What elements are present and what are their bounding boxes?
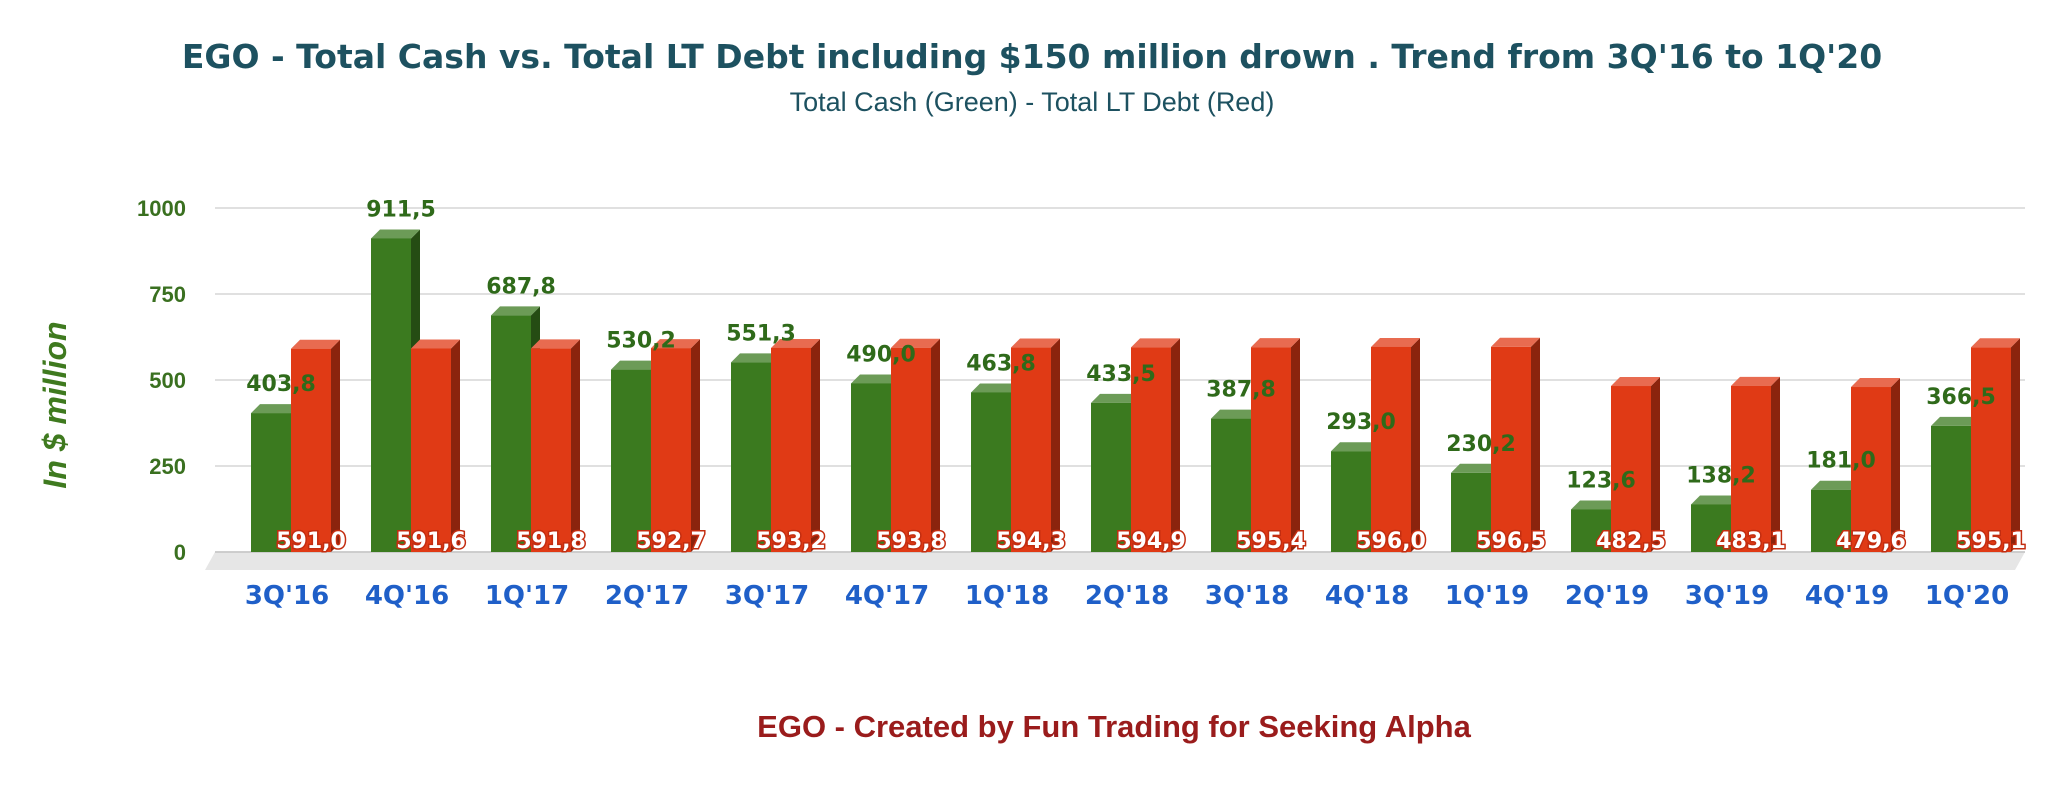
x-tick-label: 2Q'19 [1565, 581, 1649, 611]
chart-floor [205, 551, 2025, 570]
x-tick-label: 1Q'17 [485, 581, 569, 611]
x-tick-label: 3Q'16 [245, 581, 329, 611]
debt-value-label: 483,1 [1716, 529, 1786, 554]
cash-value-label: 181,0 [1806, 449, 1876, 474]
debt-bar [1971, 338, 2020, 552]
debt-bar [531, 339, 580, 552]
debt-bar [1131, 338, 1180, 552]
debt-bar [891, 338, 940, 552]
debt-bar [291, 339, 340, 552]
cash-value-label: 387,8 [1206, 378, 1276, 403]
debt-value-label: 591,8 [516, 529, 586, 554]
bars [251, 229, 2020, 552]
debt-value-label: 595,4 [1236, 529, 1306, 554]
x-tick-label: 1Q'20 [1925, 581, 2009, 611]
data-labels: 403,8 591,0 911,5 591,6 687,8 591,8 530,2 592,7… [246, 197, 2027, 555]
cash-value-label: 366,5 [1926, 385, 1996, 410]
debt-bar [1851, 378, 1900, 552]
debt-value-label: 596,0 [1356, 529, 1426, 554]
debt-value-label: 594,3 [996, 529, 1066, 554]
cash-value-label: 911,5 [366, 197, 436, 222]
debt-bar [771, 338, 820, 552]
y-tick-label: 250 [149, 454, 186, 479]
debt-value-label: 595,1 [1956, 529, 2026, 554]
debt-bar [651, 339, 700, 552]
debt-value-label: 596,5 [1476, 529, 1546, 554]
y-axis-ticks: 0 250 500 750 1000 [137, 196, 186, 565]
cash-value-label: 551,3 [726, 321, 796, 346]
y-tick-label: 750 [149, 282, 186, 307]
x-tick-label: 1Q'19 [1445, 581, 1529, 611]
x-tick-label: 4Q'16 [365, 581, 449, 611]
debt-value-label: 482,5 [1596, 529, 1666, 554]
x-tick-label: 2Q'18 [1085, 581, 1169, 611]
y-axis-label: In $ million [37, 321, 73, 488]
chart-floor-plane [205, 552, 2025, 570]
x-tick-label: 3Q'19 [1685, 581, 1769, 611]
cash-value-label: 490,0 [846, 342, 916, 367]
debt-bar [1611, 377, 1660, 552]
x-tick-label: 4Q'17 [845, 581, 929, 611]
y-tick-label: 1000 [137, 196, 186, 221]
x-tick-label: 1Q'18 [965, 581, 1049, 611]
x-tick-label: 2Q'17 [605, 581, 689, 611]
debt-value-label: 479,6 [1836, 529, 1906, 554]
cash-value-label: 123,6 [1566, 468, 1636, 493]
cash-value-label: 230,2 [1446, 432, 1516, 457]
cash-value-label: 403,8 [246, 372, 316, 397]
debt-bar [411, 339, 460, 552]
chart-title: EGO - Total Cash vs. Total LT Debt inclu… [182, 37, 1882, 76]
x-axis-ticks: 3Q'16 4Q'16 1Q'17 2Q'17 3Q'17 4Q'17 1Q'18 2Q'18… [245, 581, 2009, 611]
cash-value-label: 687,8 [486, 274, 556, 299]
cash-value-label: 138,2 [1686, 463, 1756, 488]
y-tick-label: 0 [174, 540, 186, 565]
cash-value-label: 530,2 [606, 329, 676, 354]
debt-value-label: 594,9 [1116, 529, 1186, 554]
x-tick-label: 4Q'19 [1805, 581, 1889, 611]
debt-bar [1251, 338, 1300, 552]
debt-value-label: 591,0 [276, 529, 346, 554]
debt-bar [1731, 376, 1780, 552]
x-tick-label: 4Q'18 [1325, 581, 1409, 611]
debt-value-label: 591,6 [396, 529, 466, 554]
cash-value-label: 463,8 [966, 351, 1036, 376]
debt-bar [1491, 337, 1540, 552]
y-tick-label: 500 [149, 368, 186, 393]
chart-subtitle: Total Cash (Green) - Total LT Debt (Red) [790, 87, 1275, 117]
debt-value-label: 592,7 [636, 529, 706, 554]
chart-footer: EGO - Created by Fun Trading for Seeking… [757, 709, 1471, 744]
cash-value-label: 433,5 [1086, 362, 1156, 387]
debt-value-label: 593,8 [876, 529, 946, 554]
debt-bar [1011, 338, 1060, 552]
debt-value-label: 593,2 [756, 529, 826, 554]
x-tick-label: 3Q'17 [725, 581, 809, 611]
debt-bar [1371, 337, 1420, 552]
cash-value-label: 293,0 [1326, 410, 1396, 435]
x-tick-label: 3Q'18 [1205, 581, 1289, 611]
